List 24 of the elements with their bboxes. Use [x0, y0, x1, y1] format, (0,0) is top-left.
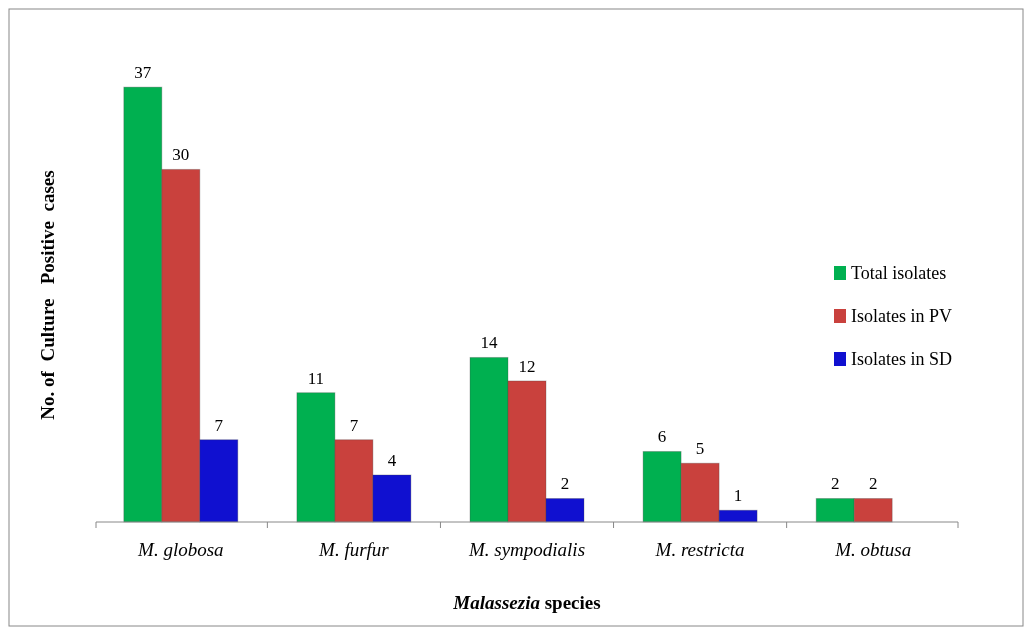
x-tick-label: M. restricta — [654, 539, 745, 560]
data-label: 7 — [349, 415, 359, 435]
x-tick-label: M. sympodialis — [467, 539, 586, 560]
legend-label: Isolates in PV — [851, 306, 952, 326]
data-label: 30 — [172, 145, 190, 165]
data-label: 4 — [387, 450, 397, 470]
data-label: 11 — [307, 368, 325, 388]
data-label: 6 — [657, 427, 667, 447]
data-label: 2 — [868, 474, 878, 494]
data-label: 2 — [830, 474, 840, 494]
data-label: 7 — [214, 415, 224, 435]
data-label: 12 — [518, 356, 536, 376]
x-tick-label: M. furfur — [318, 539, 390, 560]
x-tick-label: M. globosa — [137, 539, 224, 560]
data-label: 1 — [733, 486, 743, 506]
legend-label: Total isolates — [851, 263, 947, 283]
data-label: 2 — [560, 474, 570, 494]
data-label: 37 — [134, 63, 152, 83]
x-axis-title: Malassezia species — [452, 592, 601, 613]
legend-label: Isolates in SD — [851, 349, 952, 369]
x-tick-label: M. obtusa — [834, 539, 912, 560]
data-label: 5 — [695, 439, 705, 459]
y-axis-title: No. of Culture Positive cases — [37, 170, 58, 420]
data-label: 14 — [480, 333, 498, 353]
